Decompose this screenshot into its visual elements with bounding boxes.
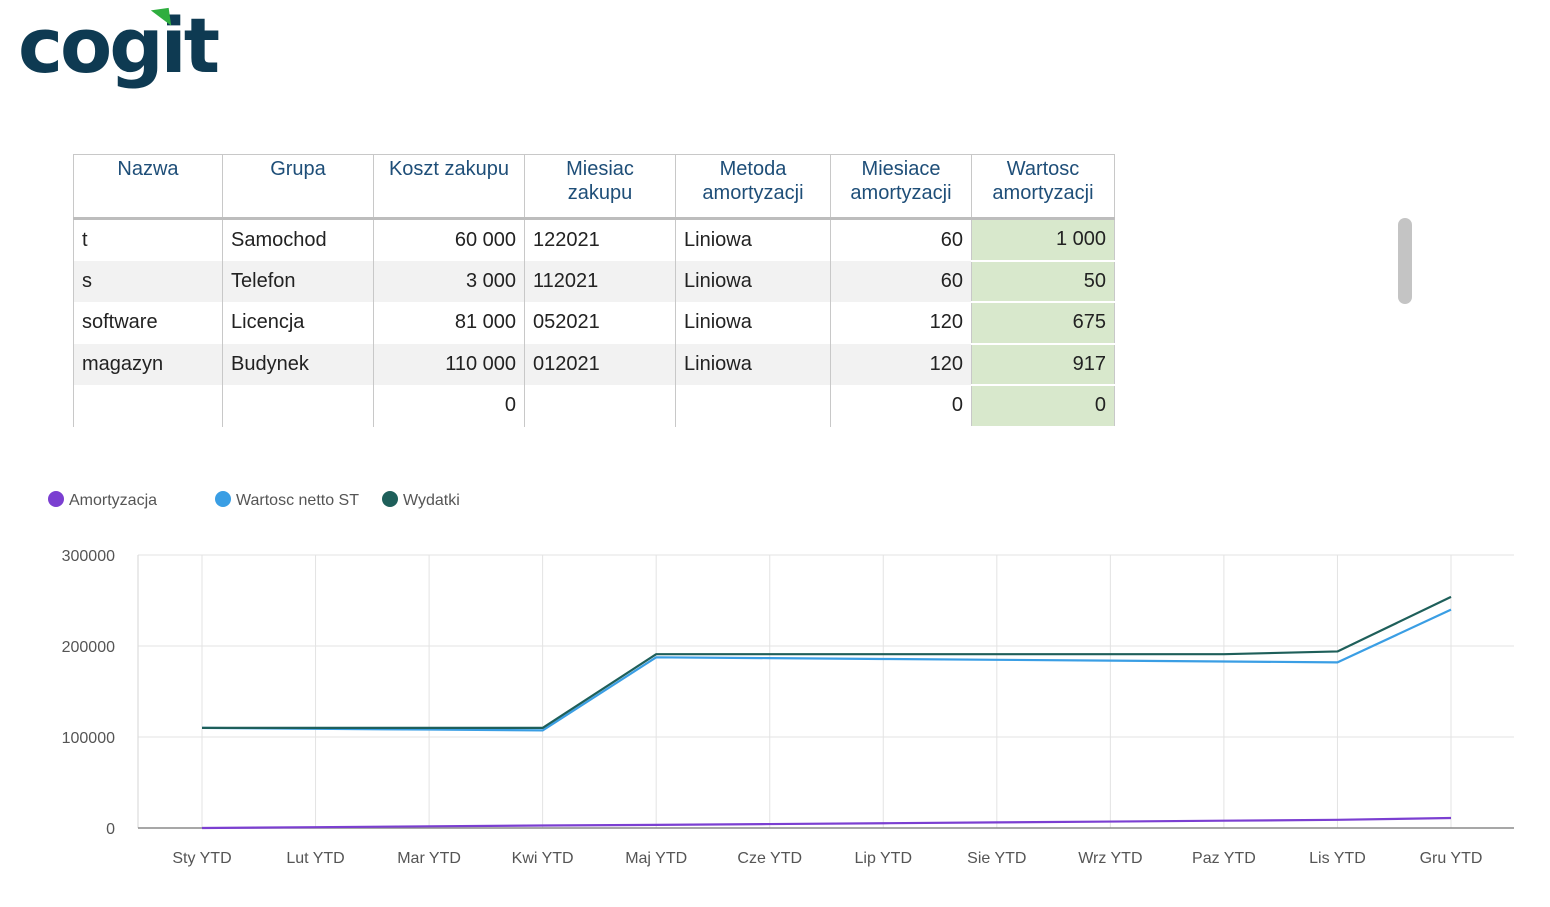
x-tick-label: Sty YTD <box>172 850 231 867</box>
column-header: Metoda amortyzacji <box>675 154 831 219</box>
x-tick-label: Paz YTD <box>1192 850 1256 867</box>
series-line <box>201 816 1452 830</box>
table-cell[interactable]: 0 <box>373 385 525 427</box>
table-cell[interactable] <box>222 385 374 427</box>
table-cell[interactable]: Liniowa <box>675 260 831 302</box>
table-cell[interactable]: 50 <box>971 260 1115 303</box>
column-header-line: Grupa <box>270 158 326 180</box>
column-header: Nazwa <box>73 154 223 219</box>
table-cell[interactable]: s <box>73 260 223 302</box>
legend-label: Wydatki <box>403 492 460 509</box>
x-tick-label: Maj YTD <box>625 850 687 867</box>
table-cell[interactable]: 81 000 <box>373 302 525 344</box>
legend-item[interactable]: Amortyzacja <box>48 491 157 510</box>
table-row: magazyn Budynek 110 000 012021 Liniowa 120 917 <box>73 343 1115 386</box>
column-header: Koszt zakupu <box>373 154 525 219</box>
x-tick-label: Sie YTD <box>967 850 1026 867</box>
cogit-logo: cogit <box>18 1 220 90</box>
x-tick-label: Lip YTD <box>855 850 913 867</box>
table-cell[interactable]: software <box>73 302 223 344</box>
table-cell[interactable]: 60 <box>830 218 972 261</box>
column-header-line: Wartosc <box>1006 158 1080 180</box>
legend-dot-icon <box>48 491 64 507</box>
x-tick-label: Mar YTD <box>397 850 461 867</box>
table-cell[interactable]: 3 000 <box>373 260 525 302</box>
table-cell[interactable]: Liniowa <box>675 218 831 261</box>
table-cell[interactable]: magazyn <box>73 343 223 385</box>
y-tick-label: 0 <box>106 821 115 838</box>
table-cell[interactable]: Telefon <box>222 260 374 302</box>
table-cell[interactable] <box>524 385 676 427</box>
x-tick-label: Lis YTD <box>1309 850 1366 867</box>
column-header-line: Miesiac <box>566 158 634 180</box>
x-tick-label: Cze YTD <box>737 850 802 867</box>
column-header: Grupa <box>222 154 374 219</box>
table-cell[interactable]: 120 <box>830 302 972 344</box>
x-tick-label: Wrz YTD <box>1078 850 1142 867</box>
column-header-line: amortyzacji <box>702 182 804 204</box>
x-tick-label: Kwi YTD <box>512 850 574 867</box>
legend-label: Wartosc netto ST <box>236 492 359 509</box>
assets-table: Nazwa Grupa Koszt zakupu Miesiac zakupu Metod… <box>73 154 1115 428</box>
table-cell[interactable]: Liniowa <box>675 302 831 344</box>
y-tick-label: 300000 <box>62 548 115 565</box>
table-cell[interactable]: Liniowa <box>675 343 831 385</box>
column-header: Wartosc amortyzacji <box>971 154 1115 219</box>
series-line <box>201 608 1452 732</box>
column-header-line: Koszt zakupu <box>388 158 510 180</box>
logo-mark-icon <box>150 7 172 29</box>
column-header-line: Miesiace <box>861 158 941 180</box>
table-row: s Telefon 3 000 112021 Liniowa 60 50 <box>73 260 1115 303</box>
table-cell[interactable] <box>73 385 223 427</box>
table-cell[interactable] <box>675 385 831 427</box>
table-cell[interactable]: 052021 <box>524 302 676 344</box>
table-cell[interactable]: 60 000 <box>373 218 525 261</box>
legend-item[interactable]: Wartosc netto ST <box>215 491 359 510</box>
table-cell[interactable]: 120 <box>830 343 972 385</box>
legend-dot-icon <box>215 491 231 507</box>
table-cell[interactable]: 60 <box>830 260 972 302</box>
y-tick-label: 100000 <box>62 730 115 747</box>
vertical-scrollbar[interactable] <box>1398 218 1412 304</box>
table-cell[interactable]: Licencja <box>222 302 374 344</box>
column-header-line: amortyzacji <box>850 182 952 204</box>
column-header: Miesiace amortyzacji <box>830 154 972 219</box>
column-header: Miesiac zakupu <box>524 154 676 219</box>
column-header-line: zakupu <box>567 182 633 204</box>
logo-text: cogit <box>18 1 220 90</box>
series-line <box>202 595 1452 729</box>
legend-label: Amortyzacja <box>69 492 158 509</box>
table-row: t Samochod 60 000 122021 Liniowa 60 1 000 <box>73 218 1115 262</box>
table-cell[interactable]: t <box>73 218 223 261</box>
legend-item[interactable]: Wydatki <box>382 491 460 510</box>
x-tick-label: Gru YTD <box>1420 850 1483 867</box>
table-cell[interactable]: 1 000 <box>971 218 1115 262</box>
table-cell[interactable]: 917 <box>971 343 1115 386</box>
x-tick-label: Lut YTD <box>286 850 344 867</box>
table-cell[interactable]: Samochod <box>222 218 374 261</box>
table-header-row: Nazwa Grupa Koszt zakupu Miesiac zakupu Metod… <box>73 154 1115 219</box>
table-cell[interactable]: 122021 <box>524 218 676 261</box>
table-row: software Licencja 81 000 052021 Liniowa 120 67… <box>73 302 1115 345</box>
table-cell[interactable]: Budynek <box>222 343 374 385</box>
table-cell[interactable]: 012021 <box>524 343 676 385</box>
column-header-line: amortyzacji <box>992 182 1094 204</box>
table-body: t Samochod 60 000 122021 Liniowa 60 1 000 s Tele… <box>73 218 1115 428</box>
table-cell[interactable]: 0 <box>830 385 972 427</box>
table-cell[interactable]: 112021 <box>524 260 676 302</box>
column-header-line: Metoda <box>719 158 787 180</box>
line-chart: 0 100000 200000 300000 Sty YTD Lut YTD Mar YTD… <box>62 548 1514 867</box>
table-cell[interactable]: 675 <box>971 302 1115 345</box>
legend-dot-icon <box>382 491 398 507</box>
column-header-line: Nazwa <box>117 158 179 180</box>
table-cell[interactable]: 0 <box>971 385 1115 428</box>
table-cell[interactable]: 110 000 <box>373 343 525 385</box>
y-tick-label: 200000 <box>62 639 115 656</box>
